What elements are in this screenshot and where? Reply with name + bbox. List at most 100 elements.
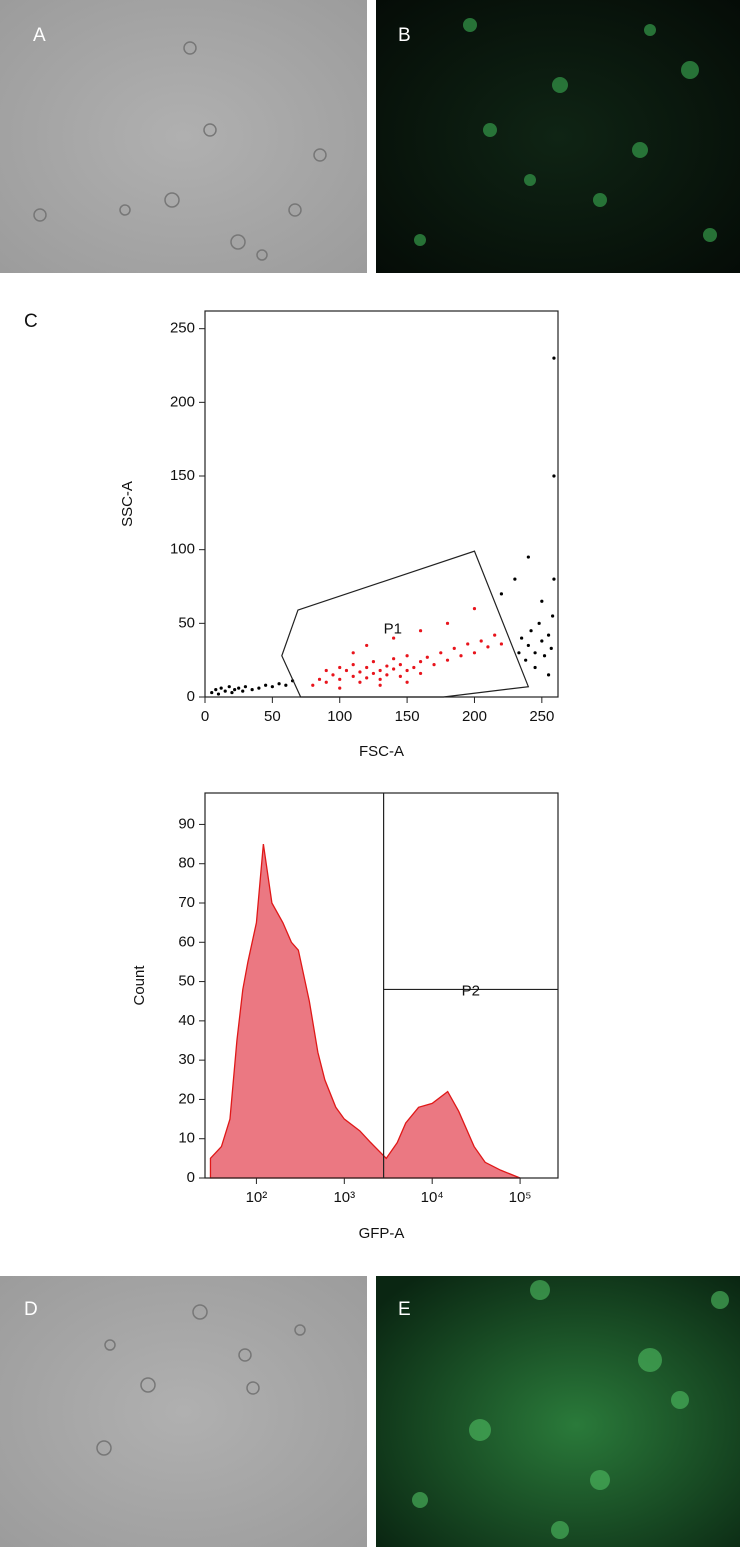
point bbox=[552, 356, 556, 360]
point bbox=[398, 662, 402, 667]
point bbox=[214, 688, 218, 692]
point bbox=[338, 686, 342, 690]
x-tick-label: 150 bbox=[395, 708, 420, 725]
point bbox=[552, 577, 556, 581]
point bbox=[338, 677, 342, 681]
point bbox=[378, 677, 382, 681]
point bbox=[385, 673, 389, 677]
y-axis-label: SSC-A bbox=[119, 481, 136, 527]
x-tick-label: 10⁵ bbox=[509, 1189, 532, 1206]
point bbox=[358, 680, 362, 684]
y-tick-label: 0 bbox=[187, 688, 195, 705]
point bbox=[210, 690, 214, 695]
point bbox=[277, 682, 281, 686]
point bbox=[385, 664, 389, 668]
plot-frame bbox=[204, 792, 559, 1179]
point bbox=[358, 670, 362, 674]
point bbox=[425, 655, 429, 659]
micrograph-e bbox=[376, 1276, 740, 1547]
point bbox=[517, 651, 521, 655]
x-tick-label: 100 bbox=[327, 708, 352, 725]
point bbox=[371, 660, 376, 664]
point bbox=[365, 676, 369, 680]
y-tick-label: 100 bbox=[170, 541, 195, 558]
micrograph-a bbox=[0, 0, 367, 273]
point bbox=[223, 689, 227, 693]
y-tick-label: 20 bbox=[178, 1090, 195, 1107]
point bbox=[445, 658, 450, 662]
point bbox=[398, 674, 402, 678]
point bbox=[264, 683, 268, 687]
x-tick-label: 200 bbox=[462, 708, 487, 725]
point bbox=[405, 654, 409, 658]
point bbox=[418, 671, 423, 676]
point bbox=[270, 685, 274, 689]
point bbox=[486, 645, 490, 649]
point bbox=[392, 657, 396, 661]
point bbox=[472, 607, 477, 611]
x-tick-label: 10⁴ bbox=[421, 1189, 444, 1206]
point bbox=[452, 646, 456, 650]
point bbox=[371, 671, 376, 676]
point bbox=[344, 668, 349, 673]
point bbox=[412, 665, 416, 670]
point bbox=[233, 688, 237, 692]
y-tick-label: 250 bbox=[170, 320, 195, 337]
point bbox=[533, 665, 537, 670]
panel-label: B bbox=[398, 25, 411, 46]
point bbox=[338, 665, 342, 670]
point bbox=[479, 639, 483, 643]
y-tick-label: 90 bbox=[178, 815, 195, 832]
point bbox=[250, 688, 254, 692]
panel-label: E bbox=[398, 1299, 411, 1320]
point bbox=[432, 662, 436, 667]
point bbox=[526, 555, 530, 559]
y-tick-label: 30 bbox=[178, 1051, 195, 1068]
point bbox=[524, 658, 528, 662]
point bbox=[405, 668, 409, 673]
x-tick-label: 50 bbox=[264, 708, 281, 725]
point bbox=[551, 614, 555, 618]
point bbox=[324, 668, 328, 673]
y-tick-label: 0 bbox=[187, 1169, 195, 1186]
point bbox=[378, 668, 382, 673]
point bbox=[439, 651, 443, 655]
point bbox=[445, 621, 450, 625]
y-tick-label: 50 bbox=[178, 973, 195, 990]
y-tick-label: 60 bbox=[178, 933, 195, 950]
point bbox=[549, 646, 553, 650]
point bbox=[219, 686, 223, 690]
point bbox=[237, 686, 241, 690]
point bbox=[529, 629, 533, 633]
point bbox=[513, 577, 517, 581]
point bbox=[216, 692, 221, 696]
point bbox=[499, 592, 504, 596]
point bbox=[537, 621, 541, 625]
point bbox=[493, 633, 497, 637]
x-tick-label: 250 bbox=[529, 708, 554, 725]
point bbox=[472, 651, 477, 655]
point bbox=[311, 683, 315, 687]
point bbox=[230, 690, 234, 695]
point bbox=[520, 636, 524, 640]
point bbox=[351, 651, 355, 655]
gate bbox=[281, 550, 530, 698]
panel-label: A bbox=[33, 25, 46, 46]
panel-label: D bbox=[24, 1299, 38, 1320]
point bbox=[540, 599, 544, 603]
point bbox=[526, 643, 530, 648]
y-tick-label: 200 bbox=[170, 393, 195, 410]
point bbox=[405, 680, 409, 684]
point bbox=[540, 639, 544, 643]
point bbox=[243, 685, 248, 689]
x-axis-label: FSC-A bbox=[359, 743, 404, 760]
y-axis-label: Count bbox=[131, 965, 148, 1006]
point bbox=[351, 674, 355, 678]
y-tick-label: 50 bbox=[178, 614, 195, 631]
point bbox=[365, 643, 369, 648]
point bbox=[552, 474, 556, 478]
histogram-area bbox=[209, 843, 521, 1179]
point bbox=[499, 642, 504, 646]
